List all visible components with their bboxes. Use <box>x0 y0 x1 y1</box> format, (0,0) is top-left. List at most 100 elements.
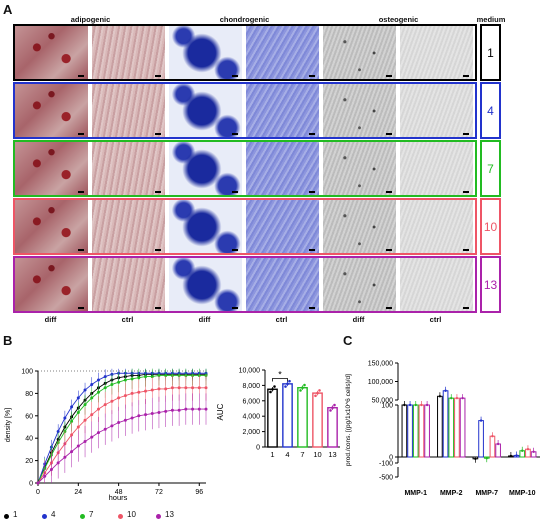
density-point <box>36 481 40 485</box>
auc-point <box>286 382 289 386</box>
mmp-y-tick-label: 100 <box>381 403 393 410</box>
micrograph-osteo-diff-medium-13 <box>323 257 396 313</box>
micrograph-chondro-ctrl-medium-4 <box>246 83 319 139</box>
density-point <box>157 387 161 391</box>
row-frame-medium-13 <box>13 256 477 313</box>
density-point <box>110 399 114 403</box>
mmp-bar-MMP-7-13 <box>495 443 501 458</box>
auc-bar-7 <box>297 387 308 448</box>
scale-bar <box>309 191 315 193</box>
label-chondro-diff: diff <box>198 315 211 324</box>
auc-bar-chart: AUC 0 2,000 4,000 6,000 8,000 10,000 1 4 7 10 13 * <box>216 368 340 459</box>
density-y-tick-label: 0 <box>29 481 33 488</box>
scale-bar <box>386 249 392 251</box>
density-y-tick-label: 60 <box>25 413 33 420</box>
label-osteo-diff: diff <box>352 315 365 324</box>
density-point <box>137 376 141 380</box>
density-xlabel: hours <box>109 493 128 502</box>
micrograph-adipo-diff-medium-13 <box>15 257 88 313</box>
density-y-tick-label: 100 <box>21 369 33 376</box>
auc-point <box>329 409 332 412</box>
mmp-y-tick-label: -500 <box>379 475 393 482</box>
mmp-point <box>509 454 513 458</box>
density-point <box>76 425 80 429</box>
scale-bar <box>386 191 392 193</box>
series-legend: 1 4 7 10 13 <box>0 510 215 524</box>
mmp-y-tick-label: 50,000 <box>372 398 394 405</box>
panel-c-label: C <box>343 333 353 348</box>
micrograph-chondro-diff-medium-1 <box>169 25 242 81</box>
medium-label-1: 1 <box>480 24 501 81</box>
density-point <box>197 407 201 411</box>
micrograph-chondro-ctrl-medium-1 <box>246 25 319 81</box>
medium-label-7: 7 <box>480 140 501 197</box>
mmp-point <box>444 389 447 392</box>
legend-marker-7 <box>80 514 85 519</box>
density-point <box>70 450 74 454</box>
mmp-bar-MMP-2-4 <box>442 390 449 458</box>
density-y-tick-label: 40 <box>25 436 33 443</box>
legend-label-7: 7 <box>89 510 94 519</box>
auc-point <box>269 390 272 394</box>
density-point <box>90 435 94 439</box>
density-point <box>137 414 141 418</box>
auc-y-tick-label: 8,000 <box>242 383 260 390</box>
density-ylabel: density [%] <box>5 408 12 442</box>
micrograph-osteo-ctrl-medium-7 <box>400 141 473 197</box>
micrograph-chondro-diff-medium-10 <box>169 199 242 255</box>
density-point <box>150 412 154 416</box>
density-point <box>83 418 87 422</box>
density-point <box>56 429 60 433</box>
density-point <box>130 416 134 420</box>
col-header-osteogenic: osteogenic <box>378 15 419 24</box>
label-osteo-ctrl: ctrl <box>429 315 442 324</box>
scale-bar <box>78 75 84 77</box>
density-y-tick-label: 20 <box>25 458 33 465</box>
scale-bar <box>78 307 84 309</box>
row-frame-medium-10 <box>13 198 477 255</box>
mmp-x-tick-label: MMP-7 <box>475 490 498 497</box>
legend-marker-4 <box>42 514 47 519</box>
scale-bar <box>309 75 315 77</box>
density-point <box>103 386 107 390</box>
mmp-point <box>414 403 417 407</box>
density-point <box>204 386 208 390</box>
density-point <box>90 396 94 400</box>
auc-x-tick-label: 13 <box>328 450 336 459</box>
row-frame-medium-4 <box>13 82 477 139</box>
mmp-point <box>526 448 530 451</box>
scale-bar <box>78 249 84 251</box>
density-point <box>164 387 168 391</box>
micrograph-osteo-ctrl-medium-1 <box>400 25 473 81</box>
density-point <box>76 410 80 414</box>
mmp-x-tick-label: MMP-10 <box>509 490 536 497</box>
mmp-bar-MMP-2-10 <box>454 397 460 458</box>
scale-bar <box>309 307 315 309</box>
density-point <box>96 378 100 382</box>
density-series-line-10 <box>37 387 206 484</box>
density-y-tick-label: 80 <box>25 391 33 398</box>
label-adipo-ctrl: ctrl <box>121 315 134 324</box>
density-point <box>110 382 114 386</box>
auc-y-tick-label: 4,000 <box>242 414 260 421</box>
mmp-point <box>485 457 488 460</box>
mmp-bar-MMP-2-7 <box>448 397 455 458</box>
micrograph-chondro-diff-medium-13 <box>169 257 242 313</box>
auc-y-tick-label: 0 <box>256 445 260 452</box>
density-point <box>56 461 60 465</box>
auc-y-tick-label: 6,000 <box>242 398 260 405</box>
auc-point <box>288 379 291 383</box>
density-point <box>191 386 195 390</box>
density-point <box>83 403 87 407</box>
mmp-point <box>496 442 500 446</box>
density-point <box>144 375 148 379</box>
col-header-adipogenic: adipogenic <box>70 15 111 24</box>
scale-bar <box>386 75 392 77</box>
mmp-bar-MMP-1-13 <box>424 404 430 458</box>
auc-ylabel: AUC <box>216 403 225 420</box>
density-point <box>130 391 134 395</box>
density-point <box>144 389 148 393</box>
scale-bar <box>463 307 469 309</box>
density-point <box>70 419 74 423</box>
density-point <box>197 386 201 390</box>
